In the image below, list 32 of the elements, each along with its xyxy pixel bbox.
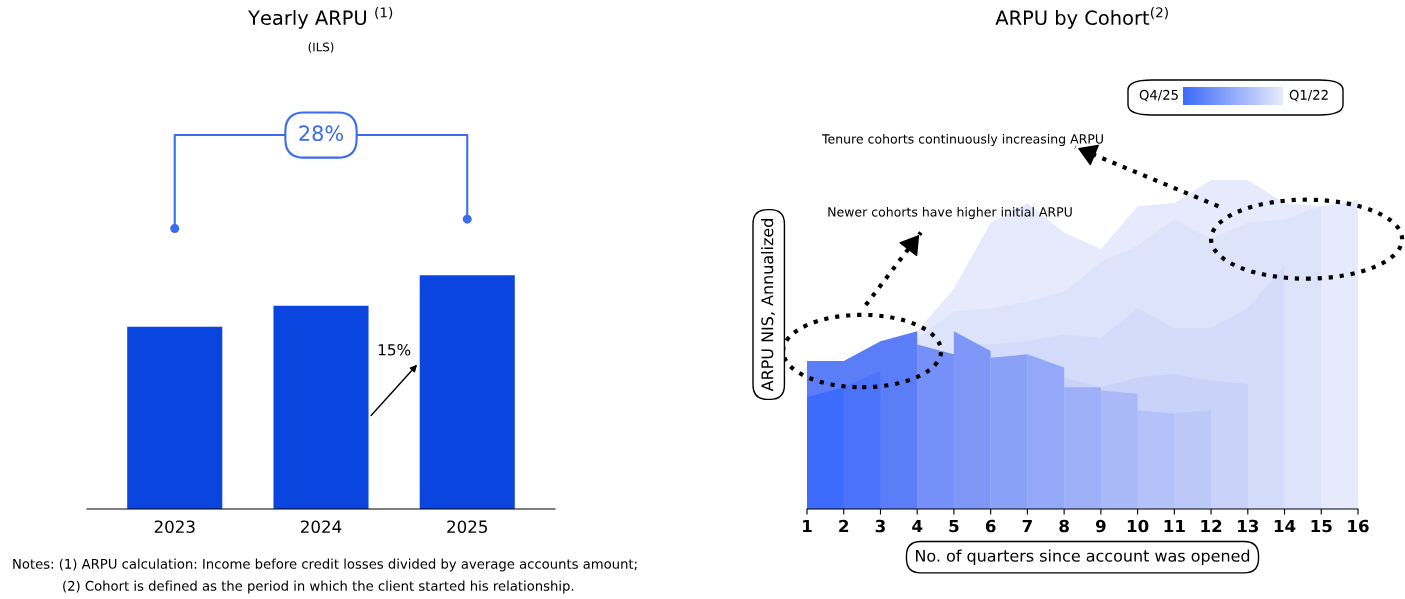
x-tick-label: 2025 [447,520,487,534]
x-tick-label: 15 [1311,519,1332,533]
x-tick-label: 2023 [154,520,195,534]
x-tick-label: 4 [912,519,923,533]
x-axis-title: No. of quarters since account was opened [916,549,1250,565]
x-tick-label: 11 [1164,519,1185,533]
x-tick-label: 16 [1348,519,1369,533]
x-tick-label: 1 [803,519,812,533]
x-tick-label: 14 [1274,519,1296,533]
text: 28% [299,125,343,142]
chart-subtitle: (ILS) [308,42,334,53]
text: Tenure cohorts continuously increasing ARPU [821,133,1103,147]
x-tick-label: 9 [1095,519,1106,533]
x-tick-label: 2024 [301,520,342,534]
chart-title: ARPU by Cohort$^{(2)}$ [995,7,1168,29]
y-axis-title: ARPU NIS, Annualized [760,219,775,392]
x-tick-label: 6 [985,519,996,533]
x-tick-label: 10 [1127,519,1149,533]
x-tick-label: 2 [839,519,849,533]
annotation: 15% [378,344,411,356]
text: Q1/22 [1289,89,1328,102]
text: Q4/25 [1139,89,1178,102]
x-tick-label: 5 [949,519,959,533]
x-tick-label: 7 [1022,519,1032,533]
x-tick-label: 3 [875,519,885,533]
annotation: Newer cohorts have higher initial ARPU [828,206,1072,220]
text: (2) Cohort is defined as the period in which the client started his relationship. [63,580,574,594]
text: Notes: (1) ARPU calculation: Income before credit losses divided by average accounts amount; [13,558,637,572]
x-tick-label: 8 [1059,519,1069,533]
x-tick-label: 13 [1238,519,1259,533]
chart-title: Yearly ARPU $^{(1)}$ [248,7,393,29]
x-tick-label: 12 [1201,519,1222,533]
